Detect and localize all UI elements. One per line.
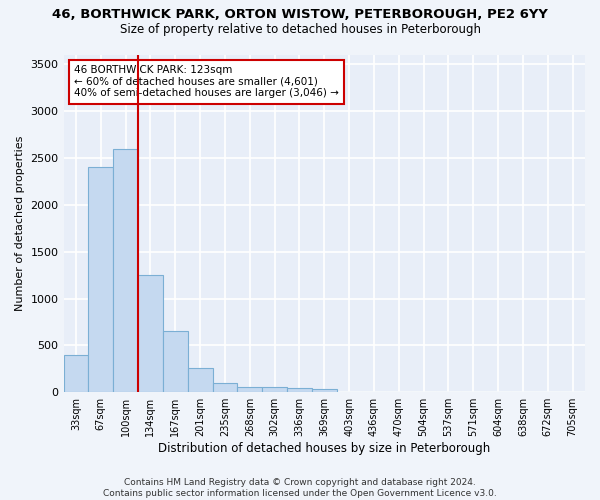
Bar <box>312 390 337 392</box>
Text: Size of property relative to detached houses in Peterborough: Size of property relative to detached ho… <box>119 22 481 36</box>
Bar <box>262 387 287 392</box>
Bar <box>212 383 238 392</box>
Bar <box>238 386 262 392</box>
Bar <box>88 168 113 392</box>
Text: Contains HM Land Registry data © Crown copyright and database right 2024.
Contai: Contains HM Land Registry data © Crown c… <box>103 478 497 498</box>
Bar <box>188 368 212 392</box>
Text: 46 BORTHWICK PARK: 123sqm
← 60% of detached houses are smaller (4,601)
40% of se: 46 BORTHWICK PARK: 123sqm ← 60% of detac… <box>74 65 339 98</box>
Bar <box>163 332 188 392</box>
Text: 46, BORTHWICK PARK, ORTON WISTOW, PETERBOROUGH, PE2 6YY: 46, BORTHWICK PARK, ORTON WISTOW, PETERB… <box>52 8 548 20</box>
X-axis label: Distribution of detached houses by size in Peterborough: Distribution of detached houses by size … <box>158 442 490 455</box>
Bar <box>64 354 88 392</box>
Bar <box>138 275 163 392</box>
Bar <box>113 148 138 392</box>
Y-axis label: Number of detached properties: Number of detached properties <box>15 136 25 312</box>
Bar <box>287 388 312 392</box>
